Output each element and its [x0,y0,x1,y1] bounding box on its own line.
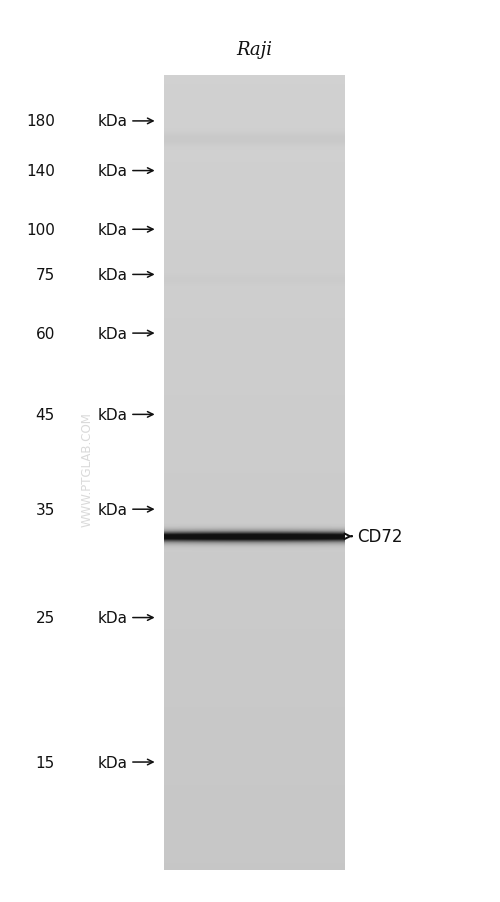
Text: 45: 45 [36,408,55,422]
Text: 75: 75 [36,268,55,282]
Text: WWW.PTGLAB.COM: WWW.PTGLAB.COM [81,411,94,527]
Text: 140: 140 [26,164,55,179]
Text: CD72: CD72 [358,528,403,546]
Text: kDa: kDa [98,164,128,179]
Text: 100: 100 [26,223,55,237]
Text: kDa: kDa [98,223,128,237]
Text: kDa: kDa [98,327,128,341]
Text: kDa: kDa [98,755,128,769]
Text: Raji: Raji [236,41,272,59]
Text: 25: 25 [36,611,55,625]
Text: kDa: kDa [98,268,128,282]
Text: 180: 180 [26,115,55,129]
Text: 60: 60 [36,327,55,341]
Text: 35: 35 [36,502,55,517]
Text: kDa: kDa [98,611,128,625]
Text: kDa: kDa [98,502,128,517]
Text: 15: 15 [36,755,55,769]
Text: kDa: kDa [98,115,128,129]
Text: kDa: kDa [98,408,128,422]
